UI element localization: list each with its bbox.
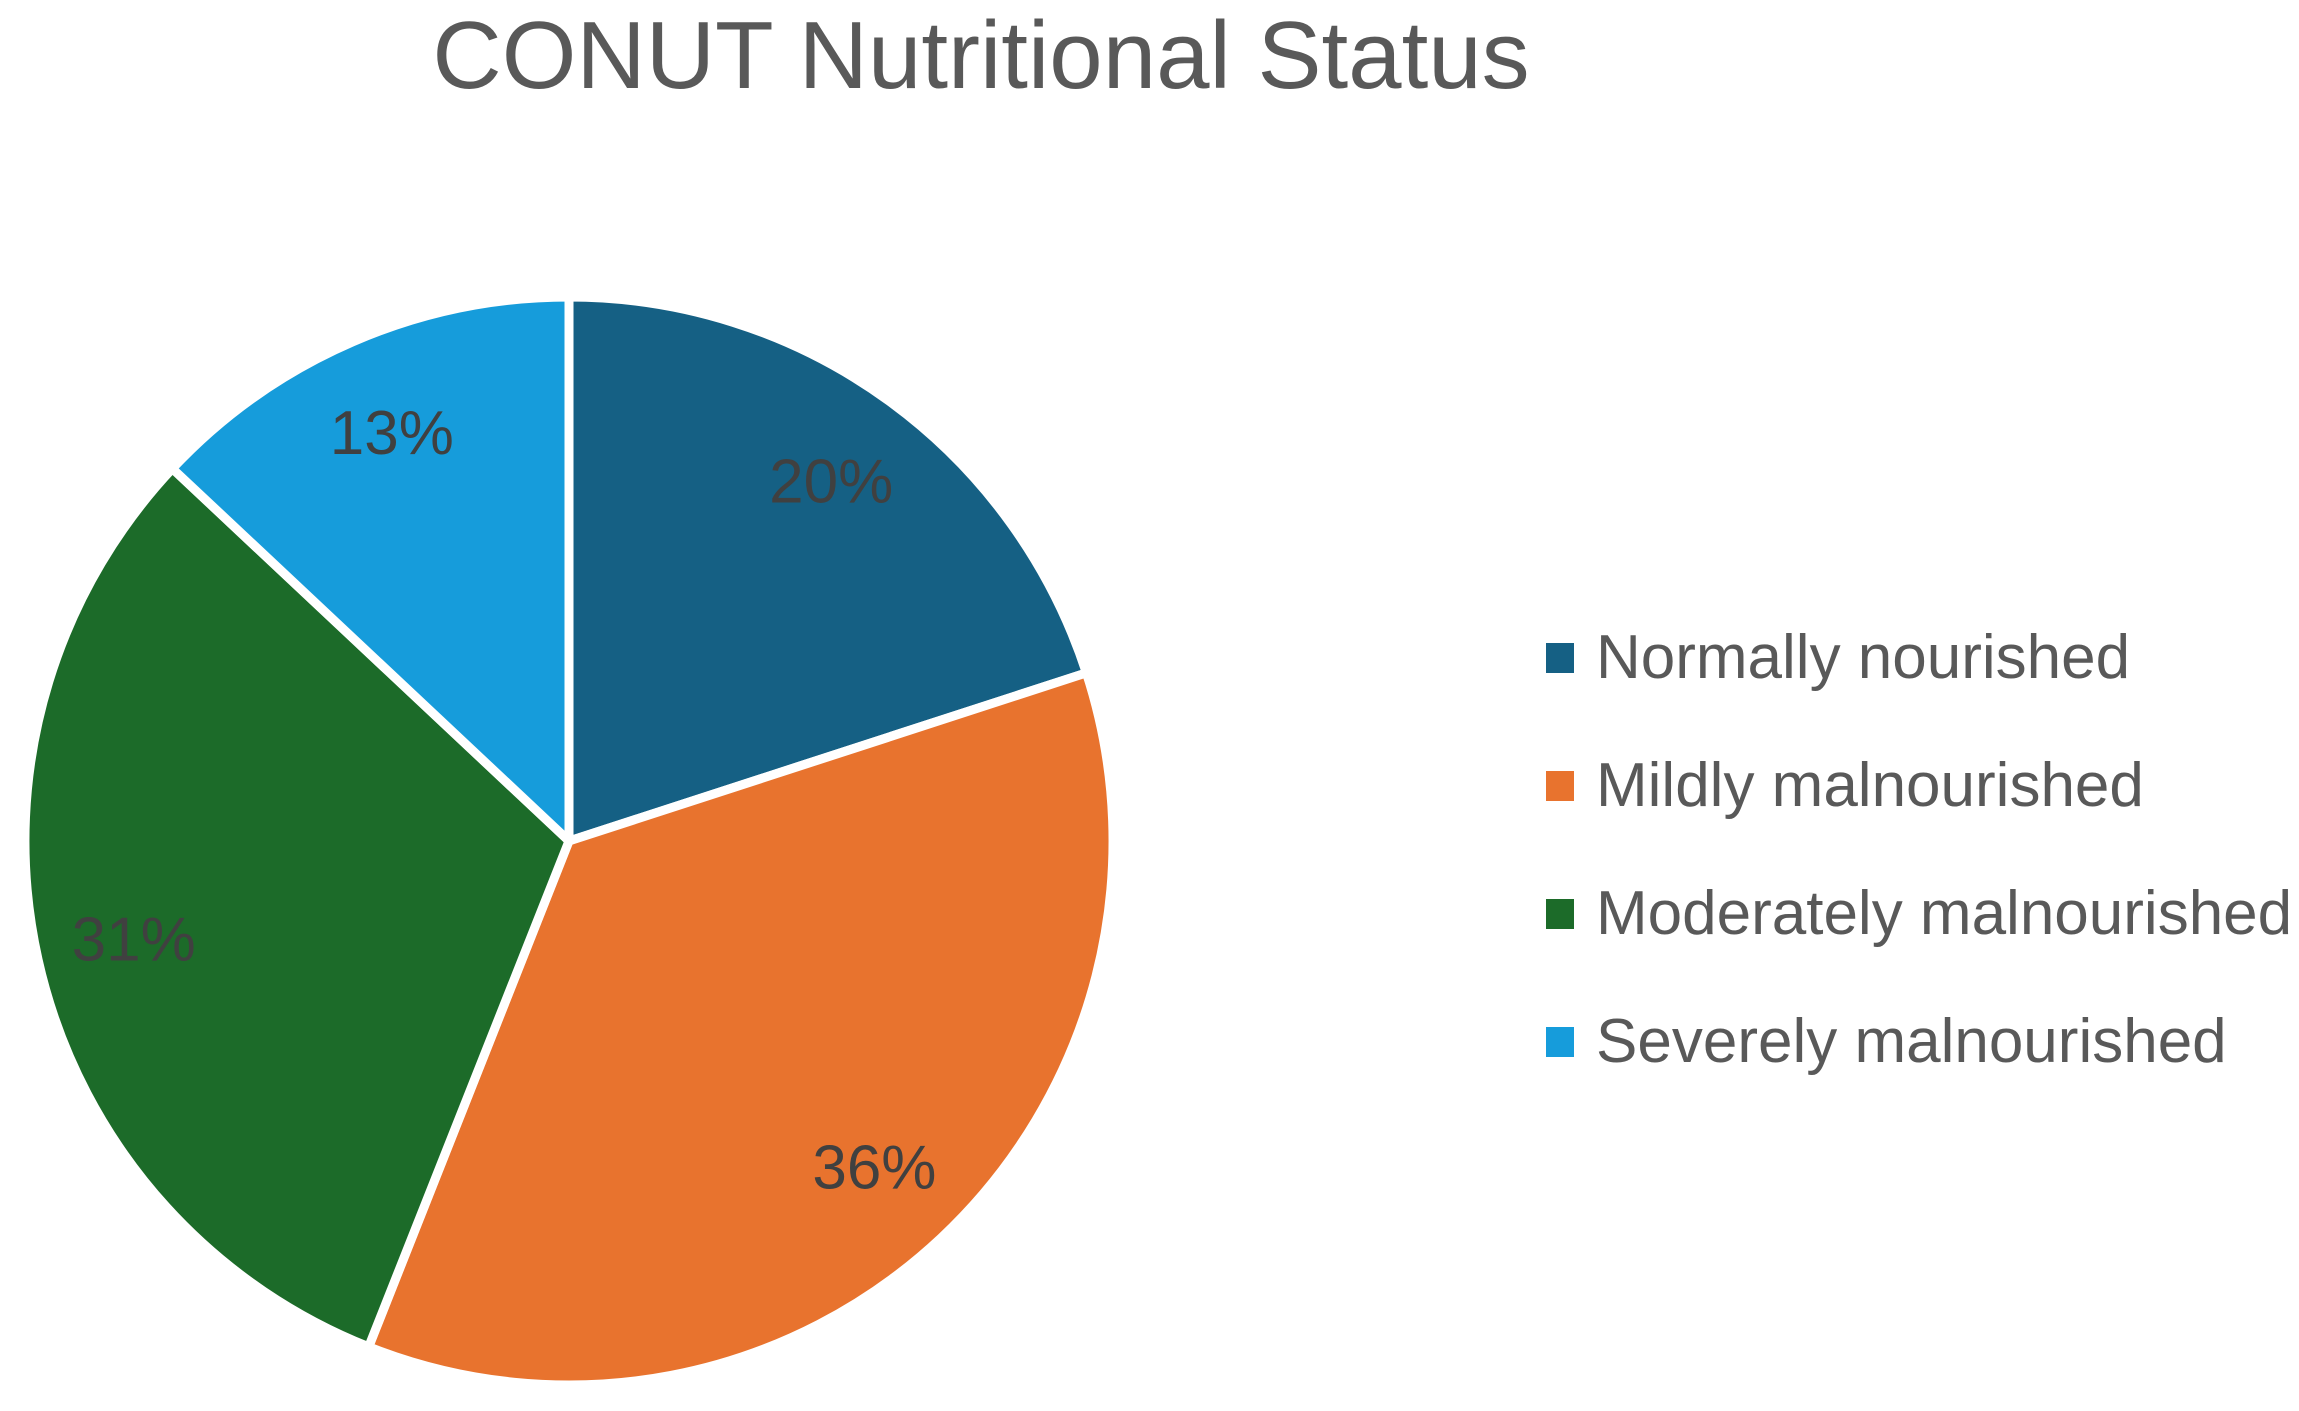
legend-item-normally-nourished: Normally nourished <box>1546 620 2292 695</box>
legend-label: Moderately malnourished <box>1596 878 2293 948</box>
legend-label: Severely malnourished <box>1596 1006 2227 1076</box>
data-label-mildly-malnourished: 36% <box>812 1134 936 1203</box>
data-label-normally-nourished: 20% <box>769 447 893 516</box>
legend-marker-icon <box>1546 1026 1574 1057</box>
legend-label: Normally nourished <box>1596 622 2131 692</box>
chart-title: CONUT Nutritional Status <box>432 2 1530 109</box>
legend-item-severely-malnourished: Severely malnourished <box>1546 1004 2292 1079</box>
legend-marker-icon <box>1546 642 1574 673</box>
pie-slice-severely-malnourished <box>167 292 574 846</box>
legend-marker-icon <box>1546 770 1574 801</box>
legend: Normally nourished Mildly malnourished M… <box>1546 620 2292 1132</box>
legend-marker-icon <box>1546 898 1574 929</box>
legend-item-mildly-malnourished: Mildly malnourished <box>1546 748 2292 823</box>
legend-item-moderately-malnourished: Moderately malnourished <box>1546 876 2292 951</box>
data-label-severely-malnourished: 13% <box>330 399 454 468</box>
pie-slice-normally-nourished <box>564 292 1091 846</box>
pie-slice-moderately-malnourished <box>20 464 574 1352</box>
legend-label: Mildly malnourished <box>1596 750 2144 820</box>
data-label-moderately-malnourished: 31% <box>72 906 196 975</box>
pie-slice-mildly-malnourished <box>364 668 1118 1390</box>
